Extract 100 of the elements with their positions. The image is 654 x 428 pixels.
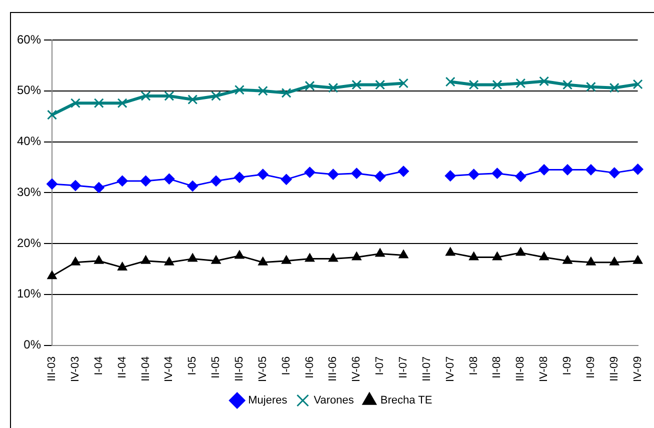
point xyxy=(492,252,502,260)
point xyxy=(164,256,174,266)
point xyxy=(117,98,128,108)
point xyxy=(374,170,386,182)
point xyxy=(445,76,456,87)
x-tick-label: I-06 xyxy=(280,356,292,376)
point xyxy=(608,167,620,178)
point xyxy=(585,164,596,176)
point xyxy=(94,98,104,108)
point xyxy=(164,173,175,184)
point xyxy=(304,253,315,262)
point xyxy=(610,256,620,266)
legend-label: Varones xyxy=(314,394,354,407)
x-tick-label: III-03 xyxy=(46,356,58,382)
point xyxy=(444,170,456,182)
y-tick-label: 10% xyxy=(16,286,42,301)
point xyxy=(210,175,222,186)
y-tick-label: 30% xyxy=(16,184,42,199)
point xyxy=(516,78,526,88)
point xyxy=(70,180,81,192)
x-tick-label: I-05 xyxy=(186,356,199,376)
point xyxy=(328,82,338,93)
point xyxy=(164,90,174,101)
point xyxy=(352,252,362,260)
x-tick-label: IV-08 xyxy=(538,356,550,382)
x-tick-label: II-04 xyxy=(116,356,128,378)
point xyxy=(140,90,151,101)
point xyxy=(539,76,550,86)
y-tick-label: 60% xyxy=(16,32,42,46)
point xyxy=(398,78,408,88)
point xyxy=(328,253,338,262)
legend-label: Brecha TE xyxy=(380,394,432,407)
point xyxy=(304,166,316,178)
point xyxy=(258,256,268,266)
point xyxy=(234,84,244,95)
point xyxy=(47,270,57,280)
point xyxy=(234,172,245,183)
x-tick-label: IV-09 xyxy=(632,356,644,382)
point xyxy=(281,88,292,98)
point xyxy=(492,168,503,179)
point xyxy=(468,80,479,90)
point xyxy=(446,247,456,256)
x-tick-label: IV-07 xyxy=(444,356,456,382)
point xyxy=(188,94,198,105)
x-tick-label: II-08 xyxy=(491,356,504,378)
x-tick-label: III-06 xyxy=(327,356,340,382)
point xyxy=(632,255,643,264)
point xyxy=(70,98,80,108)
point xyxy=(586,82,596,92)
x-tick-label: III-04 xyxy=(140,356,152,382)
point xyxy=(468,252,479,260)
point xyxy=(211,255,221,264)
point xyxy=(47,110,58,120)
point xyxy=(632,79,643,90)
legend-label: Mujeres xyxy=(248,394,288,407)
point xyxy=(516,247,526,256)
point xyxy=(140,255,151,264)
x-tick-label: I-09 xyxy=(562,356,574,376)
point xyxy=(304,80,315,91)
x-tick-label: II-09 xyxy=(584,356,597,378)
y-tick-label: 40% xyxy=(16,134,42,148)
point xyxy=(398,166,409,177)
point xyxy=(187,180,198,192)
point xyxy=(632,164,644,175)
x-tick-label: III-07 xyxy=(420,356,433,382)
x-tick-label: I-08 xyxy=(468,356,480,376)
point xyxy=(257,168,268,180)
x-tick-label: II-06 xyxy=(304,356,316,378)
point xyxy=(351,168,362,179)
point xyxy=(188,253,198,262)
point xyxy=(211,90,222,101)
point xyxy=(468,168,480,180)
point xyxy=(94,255,104,264)
point xyxy=(375,80,386,90)
x-tick-label: IV-06 xyxy=(350,356,363,382)
point xyxy=(492,80,502,90)
point xyxy=(562,255,572,264)
x-tick-label: III-09 xyxy=(608,356,620,382)
x-tick-label: II-07 xyxy=(398,356,410,378)
x-tick-label: IV-05 xyxy=(256,356,269,382)
point xyxy=(46,178,58,190)
y-tick-label: 20% xyxy=(16,236,42,250)
point xyxy=(70,256,80,266)
point xyxy=(609,82,620,93)
x-tick-label: III-05 xyxy=(234,356,246,382)
point xyxy=(515,170,526,182)
point xyxy=(116,175,128,186)
point xyxy=(398,250,408,258)
point xyxy=(538,164,550,176)
x-tick-label: I-04 xyxy=(92,356,105,376)
point xyxy=(562,164,574,176)
point xyxy=(539,252,549,260)
x-tick-label: IV-04 xyxy=(163,356,176,382)
point xyxy=(258,86,268,96)
point xyxy=(117,262,128,270)
point xyxy=(280,174,292,185)
x-tick-label: IV-03 xyxy=(69,356,82,382)
point xyxy=(328,168,339,180)
point xyxy=(282,255,292,264)
point xyxy=(586,256,596,266)
